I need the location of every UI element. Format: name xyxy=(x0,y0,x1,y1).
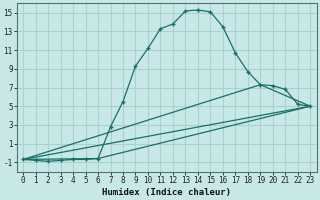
X-axis label: Humidex (Indice chaleur): Humidex (Indice chaleur) xyxy=(102,188,231,197)
